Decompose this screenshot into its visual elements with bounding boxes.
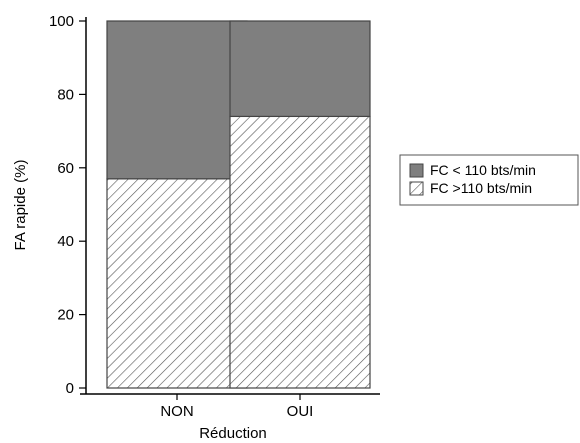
bars-layer	[106, 20, 371, 389]
legend-swatch-0	[409, 163, 424, 178]
y-axis-title: FA rapide (%)	[12, 160, 29, 251]
y-tick-label-100: 100	[49, 13, 74, 30]
y-tick-label-0: 0	[66, 380, 74, 397]
x-axis-title: Réduction	[199, 425, 267, 442]
legend-box	[399, 154, 579, 206]
y-tick-label-40: 40	[57, 233, 74, 250]
x-tick-label-non: NON	[160, 403, 193, 420]
bar-non-series-0	[106, 178, 248, 389]
axes-layer: 0 20 40 60 80 100 NON OUI Réduction FA rapide (%)	[12, 13, 380, 442]
x-tick-label-oui: OUI	[287, 403, 314, 420]
bar-non-series-1	[106, 20, 248, 180]
legend-label-0: FC < 110 bts/min	[430, 162, 536, 178]
bar-oui-series-0	[229, 115, 371, 389]
y-tick-label-20: 20	[57, 307, 74, 324]
legend-label-1: FC >110 bts/min	[430, 180, 532, 196]
legend: FC < 110 bts/min FC >110 bts/min	[399, 154, 579, 206]
y-tick-label-60: 60	[57, 160, 74, 177]
y-tick-label-80: 80	[57, 86, 74, 103]
bar-oui-series-1	[229, 20, 371, 118]
legend-swatch-1	[409, 181, 424, 196]
